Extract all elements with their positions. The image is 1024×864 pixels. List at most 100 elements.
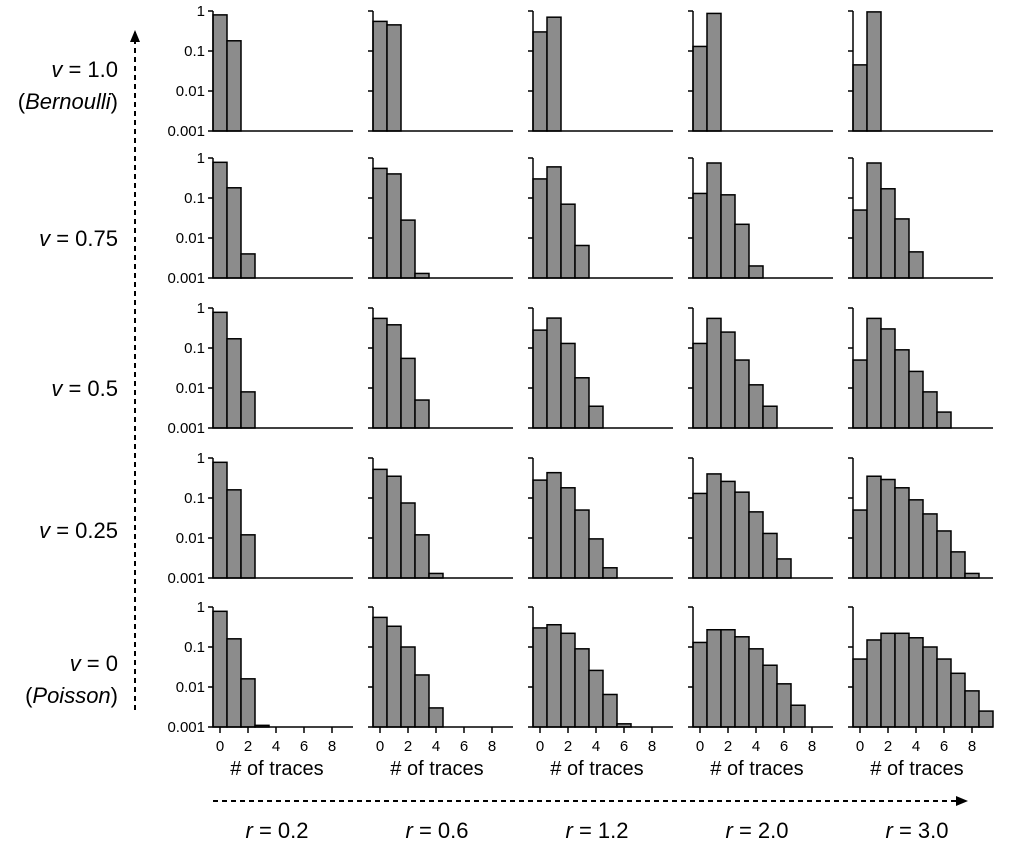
histogram-bar [922, 513, 938, 579]
histogram-bar [588, 669, 604, 728]
histogram-panel [848, 10, 993, 132]
y-tick-label: 0.001 [167, 719, 205, 736]
histogram-bar [414, 534, 430, 579]
histogram-bar [372, 317, 388, 429]
histogram-bar [706, 628, 722, 728]
histogram-bar [922, 391, 938, 429]
histogram-bar [894, 218, 910, 279]
x-tick-label: 4 [752, 738, 760, 755]
histogram-bar [546, 16, 562, 132]
histogram-bar [762, 664, 778, 728]
histogram-bar [400, 219, 416, 279]
column-label: r = 0.6 [406, 818, 469, 843]
histogram-bar [922, 646, 938, 728]
x-tick-label: 6 [620, 738, 628, 755]
x-axis-title: # of traces [870, 758, 963, 780]
histogram-bar [706, 317, 722, 429]
histogram-bar [852, 64, 868, 132]
x-tick-label: 8 [808, 738, 816, 755]
histogram-panel: 1 0.1 0.01 0.001 [167, 3, 353, 140]
histogram-panel [848, 307, 993, 429]
histogram-bar [734, 359, 750, 429]
histogram-bar [532, 178, 548, 279]
histogram-bar [400, 502, 416, 579]
histogram-panel: 1 0.1 0.01 0.001 0 2 4 6 8 # of traces [167, 599, 353, 780]
y-tick-label: 0.001 [167, 270, 205, 287]
histogram-bar [762, 405, 778, 429]
histogram-bar [240, 534, 256, 579]
histogram-bar [386, 173, 402, 279]
histogram-bar [532, 627, 548, 728]
histogram-bar [950, 672, 966, 728]
histogram-bar [880, 478, 896, 579]
x-tick-label: 6 [940, 738, 948, 755]
histogram-bar [560, 342, 576, 429]
histogram-bar [546, 623, 562, 728]
histogram-bar [776, 683, 792, 728]
histogram-panel [528, 157, 673, 279]
histogram-bar [908, 370, 924, 429]
histogram-bar [574, 509, 590, 579]
x-tick-label: 0 [696, 738, 704, 755]
histogram-bar [692, 342, 708, 429]
histogram-bar [414, 674, 430, 728]
y-tick-label: 0.001 [167, 570, 205, 587]
row-sublabel: (Poisson) [25, 683, 118, 708]
x-tick-label: 8 [968, 738, 976, 755]
histogram-bar [532, 329, 548, 429]
x-axis-title: # of traces [230, 758, 323, 780]
histogram-bar [978, 710, 994, 728]
histogram-bar [532, 479, 548, 579]
histogram-panel [528, 457, 673, 579]
histogram-bar [720, 331, 736, 429]
histogram-bar [950, 551, 966, 579]
x-tick-label: 4 [912, 738, 920, 755]
histogram-bar [546, 317, 562, 429]
histogram-bar [866, 475, 882, 579]
histogram-bar [560, 487, 576, 579]
histogram-bar [602, 693, 618, 728]
histogram-bar [546, 471, 562, 579]
histogram-bar [734, 223, 750, 279]
histogram-bar [790, 704, 806, 728]
histogram-bar [532, 31, 548, 132]
y-tick-label: 1 [197, 450, 205, 467]
histogram-bar [908, 637, 924, 728]
histogram-bar [574, 244, 590, 279]
row-label: v = 0.75 [39, 226, 118, 251]
histogram-bar [560, 203, 576, 279]
histogram-bar [574, 648, 590, 728]
y-tick-label: 1 [197, 150, 205, 167]
x-tick-label: 0 [216, 738, 224, 755]
x-tick-label: 4 [272, 738, 280, 755]
y-tick-label: 0.001 [167, 420, 205, 437]
x-tick-label: 8 [328, 738, 336, 755]
histogram-bar [880, 188, 896, 279]
histogram-panel [368, 10, 513, 132]
histogram-bar [692, 641, 708, 728]
histogram-bar [372, 20, 388, 132]
row-sublabel: (Bernoulli) [18, 89, 118, 114]
histogram-bar [748, 265, 764, 279]
histogram-panel [528, 307, 673, 429]
histogram-bar [692, 192, 708, 279]
histogram-panel: 0 2 4 6 8 # of traces [368, 606, 513, 780]
y-tick-label: 0.01 [176, 380, 205, 397]
histogram-panel [368, 307, 513, 429]
y-tick-label: 0.001 [167, 123, 205, 140]
histogram-bar [386, 324, 402, 429]
histogram-panel: 1 0.1 0.01 0.001 [167, 450, 353, 587]
x-tick-label: 4 [592, 738, 600, 755]
histogram-bar [372, 468, 388, 579]
histogram-bar [546, 166, 562, 279]
histogram-bar [226, 638, 242, 728]
x-tick-label: 4 [432, 738, 440, 755]
histogram-bar [852, 658, 868, 728]
histogram-bar [720, 628, 736, 728]
y-tick-label: 0.1 [184, 43, 205, 60]
x-tick-label: 0 [376, 738, 384, 755]
histogram-bar [908, 499, 924, 579]
histogram-bar [908, 251, 924, 279]
x-axis-title: # of traces [390, 758, 483, 780]
x-tick-label: 0 [536, 738, 544, 755]
